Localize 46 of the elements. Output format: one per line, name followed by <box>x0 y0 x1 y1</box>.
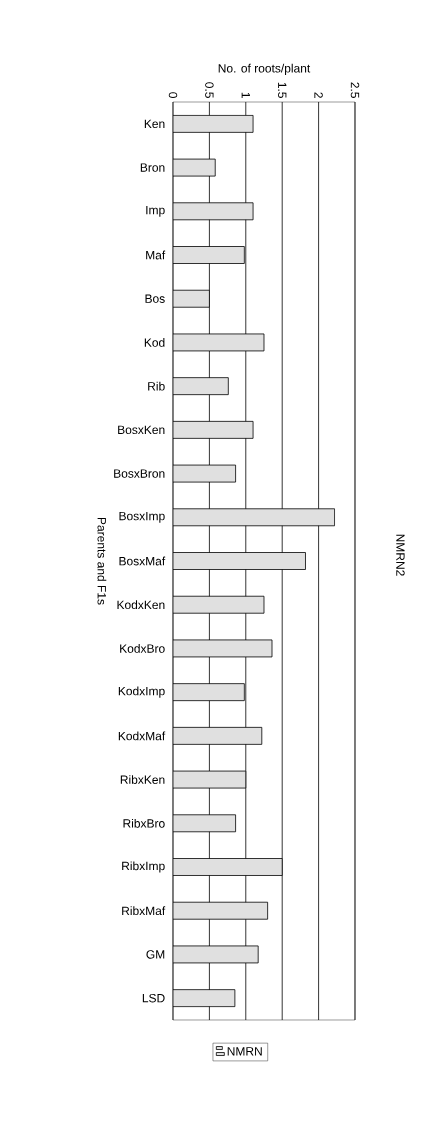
y-tick-label: Rib <box>148 381 165 391</box>
y-tick-label: RibxBro <box>123 818 165 828</box>
y-axis-title: Parents and F1s <box>97 517 107 605</box>
y-tick-label: KodxKen <box>117 600 165 610</box>
y-tick-label: Bos <box>145 294 165 303</box>
bar <box>173 726 263 745</box>
y-tick-label: Imp <box>146 205 165 217</box>
y-tick-label: BosxKen <box>118 425 165 435</box>
x-tick-label: 1.5 <box>278 82 287 98</box>
legend-label: NMRN <box>227 1047 262 1056</box>
bar <box>173 552 306 570</box>
x-tick-label: 1 <box>241 92 250 98</box>
x-tick-label: 2 <box>314 92 323 98</box>
y-tick-label: KodxBro <box>120 644 165 653</box>
bar <box>173 377 229 396</box>
y-tick-label: GM <box>146 950 165 959</box>
y-tick-label: KodxImp <box>118 686 165 698</box>
y-tick-label: RibxMaf <box>122 906 166 916</box>
y-tick-label: BosxImp <box>119 511 165 523</box>
bar <box>173 202 254 221</box>
y-tick-label: Kod <box>144 338 165 347</box>
y-tick-label: BosxMaf <box>119 556 166 566</box>
y-tick-label: BosxBron <box>114 469 165 478</box>
x-tick-label: 0.5 <box>205 82 214 98</box>
bar <box>173 595 265 614</box>
bar <box>173 989 236 1008</box>
y-tick-label: Maf <box>146 250 166 260</box>
text: NMRN2 <box>396 534 405 576</box>
bar <box>173 814 236 833</box>
x-tick-label: 2.5 <box>350 82 360 98</box>
bar <box>173 114 254 133</box>
bar <box>173 858 283 876</box>
y-tick-label: RibxKen <box>120 775 165 784</box>
bar <box>173 683 245 702</box>
y-tick-label: RibxImp <box>122 861 165 873</box>
y-tick-label: Bron <box>140 163 165 172</box>
x-tick-label: 0 <box>168 92 178 99</box>
y-tick-label: LSD <box>142 993 165 1003</box>
bar <box>173 289 210 308</box>
y-tick-label: KodxMaf <box>118 731 166 741</box>
y-tick-label: Ken <box>144 119 165 129</box>
bar <box>173 246 245 264</box>
x-axis-title: No. of roots/plant <box>218 63 311 75</box>
bar <box>173 508 336 527</box>
bar <box>173 901 269 920</box>
bar <box>173 420 254 439</box>
